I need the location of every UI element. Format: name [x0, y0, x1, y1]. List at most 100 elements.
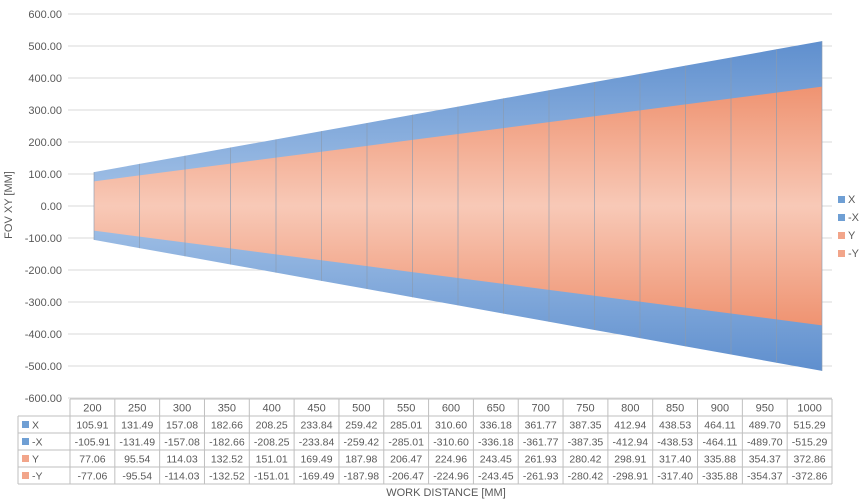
legend-swatch [838, 232, 845, 239]
legend-swatch [838, 214, 845, 221]
y-tick-label: 0.00 [41, 201, 62, 213]
x-tick-label: 300 [173, 403, 191, 415]
data-label: -464.11 [703, 437, 738, 449]
legend-label: X [848, 194, 856, 206]
data-label: -317.40 [657, 471, 693, 483]
table-legend-key [22, 421, 29, 428]
data-label: -151.01 [254, 471, 290, 483]
data-label: 151.01 [256, 454, 288, 466]
data-label: -310.60 [433, 437, 469, 449]
data-label: 280.42 [569, 454, 601, 466]
x-tick-label: 850 [666, 403, 684, 415]
y-tick-label: -400.00 [25, 329, 62, 341]
data-label: 438.53 [659, 420, 691, 432]
x-tick-label: 900 [711, 403, 729, 415]
data-label: 372.86 [794, 454, 826, 466]
y-tick-label: -200.00 [25, 265, 62, 277]
x-tick-label: 250 [128, 403, 146, 415]
legend: X -X Y -Y [838, 194, 860, 260]
table-series-name: -Y [32, 471, 43, 483]
x-tick-label: 400 [263, 403, 281, 415]
x-tick-label: 750 [576, 403, 594, 415]
data-label: 132.52 [211, 454, 243, 466]
legend-swatch [838, 250, 845, 257]
y-tick-label: 300.00 [28, 105, 62, 117]
data-label: 206.47 [390, 454, 422, 466]
data-label: 261.93 [525, 454, 557, 466]
x-tick-label: 500 [352, 403, 370, 415]
x-tick-label: 200 [83, 403, 101, 415]
table-legend-key [22, 438, 29, 445]
data-label: -157.08 [164, 437, 200, 449]
table-legend-key [22, 472, 29, 479]
data-label: -131.49 [119, 437, 155, 449]
data-label: -372.86 [792, 471, 828, 483]
y-axis-ticks: 600.00 500.00 400.00 300.00 200.00 100.00 0.00… [25, 9, 62, 405]
data-label: 233.84 [300, 420, 332, 432]
x-tick-label: 550 [397, 403, 415, 415]
data-label: -182.66 [209, 437, 245, 449]
data-label: 335.88 [704, 454, 736, 466]
data-label: 169.49 [300, 454, 332, 466]
data-label: 310.60 [435, 420, 467, 432]
data-label: 298.91 [614, 454, 646, 466]
data-label: -336.18 [478, 437, 514, 449]
data-label: 77.06 [79, 454, 105, 466]
data-label: -95.54 [122, 471, 152, 483]
y-tick-label: -600.00 [25, 393, 62, 405]
data-label: -114.03 [165, 471, 200, 483]
data-label: 285.01 [390, 420, 422, 432]
x-tick-label: 700 [531, 403, 549, 415]
x-tick-label: 950 [756, 403, 774, 415]
data-label: 157.08 [166, 420, 198, 432]
data-label: 489.70 [749, 420, 781, 432]
data-label: -489.70 [747, 437, 783, 449]
table-legend-key [22, 455, 29, 462]
data-label: 114.03 [166, 454, 197, 466]
table-series-name: X [32, 420, 39, 432]
y-tick-label: 400.00 [28, 73, 62, 85]
legend-swatch [838, 196, 845, 203]
data-label: -77.06 [78, 471, 108, 483]
data-label: -243.45 [478, 471, 514, 483]
data-label: 187.98 [345, 454, 377, 466]
data-label: 464.11 [704, 420, 735, 432]
legend-label: -X [848, 212, 860, 224]
y-axis-title: FOV XY [MM] [3, 171, 15, 239]
x-tick-label: 800 [621, 403, 639, 415]
data-label: -132.52 [209, 471, 245, 483]
data-label: -438.53 [657, 437, 693, 449]
data-label: 354.37 [749, 454, 781, 466]
y-tick-label: 600.00 [28, 9, 62, 21]
y-tick-label: -100.00 [25, 233, 62, 245]
x-tick-label: 450 [307, 403, 325, 415]
data-label: 336.18 [480, 420, 512, 432]
legend-label: Y [848, 230, 856, 242]
data-label: 224.96 [435, 454, 467, 466]
data-label: -261.93 [523, 471, 559, 483]
data-label: -361.77 [523, 437, 559, 449]
legend-label: -Y [848, 248, 860, 260]
data-label: 515.29 [794, 420, 826, 432]
data-label: -285.01 [388, 437, 424, 449]
data-label: -233.84 [299, 437, 335, 449]
data-label: -387.35 [568, 437, 604, 449]
y-tick-label: 100.00 [28, 169, 62, 181]
data-label: -335.88 [702, 471, 738, 483]
data-table: 200 250 300 350 400 450 500 550 600 650 700 750 800 8… [17, 398, 833, 485]
data-label: 105.91 [76, 420, 108, 432]
data-label: 412.94 [614, 420, 646, 432]
x-tick-label: 600 [442, 403, 460, 415]
data-label: -208.25 [254, 437, 290, 449]
data-label: -206.47 [388, 471, 424, 483]
table-series-name: -X [32, 437, 43, 449]
data-label: -412.94 [612, 437, 648, 449]
x-tick-label: 350 [218, 403, 236, 415]
data-label: -515.29 [792, 437, 828, 449]
data-label: -224.96 [433, 471, 469, 483]
data-label: -298.91 [612, 471, 648, 483]
x-tick-label: 1000 [797, 403, 821, 415]
data-label: 208.25 [256, 420, 288, 432]
data-label: -354.37 [747, 471, 783, 483]
